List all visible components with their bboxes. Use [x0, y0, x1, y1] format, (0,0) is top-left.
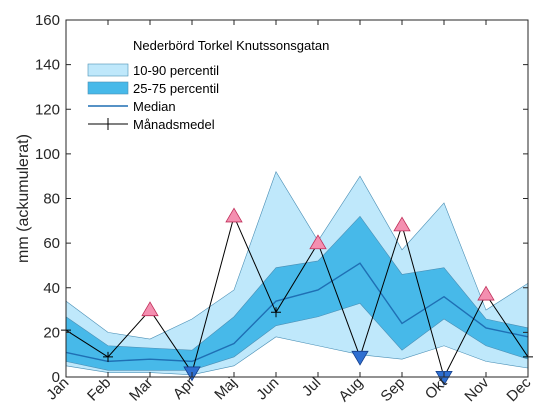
- x-tick-label-dec: Dec: [503, 374, 534, 405]
- x-tick-label-jun: Jun: [253, 374, 282, 403]
- x-tick-label-jan: Jan: [43, 374, 72, 403]
- x-tick-label-maj: Maj: [211, 374, 240, 403]
- point-m-nadsmedel-feb: [103, 351, 113, 362]
- marker-triangle-up-sep: [393, 216, 411, 232]
- marker-triangle-up-nov: [477, 285, 495, 301]
- point-m-nadsmedel-jun: [271, 307, 281, 318]
- y-axis: 0 20 40 60 80 100 120 140 160: [35, 12, 528, 386]
- legend-label-25-75-percentil: 25-75 percentil: [133, 81, 219, 96]
- legend-swatch-10-90-percentil: [87, 63, 129, 77]
- x-tick-label-feb: Feb: [84, 374, 114, 404]
- y-tick-label: 120: [35, 101, 60, 118]
- marker-triangle-down-aug: [351, 350, 369, 366]
- line-m-nadsmedel: [65, 214, 529, 379]
- marker-triangle-down-okt: [435, 370, 453, 386]
- legend-label-median: Median: [133, 99, 176, 114]
- y-tick-label: 100: [35, 146, 60, 163]
- x-tick-label-jul: Jul: [299, 374, 325, 400]
- x-tick-label-apr: Apr: [170, 374, 199, 403]
- x-tick-label-mar: Mar: [126, 374, 156, 404]
- marker-triangle-up-mar: [141, 301, 159, 317]
- y-tick-label: 160: [35, 12, 60, 29]
- extreme-markers: [141, 207, 495, 386]
- percentile-bands: [65, 171, 529, 376]
- y-axis-label: mm (ackumulerat): [15, 134, 32, 263]
- legend-label-m-nadsmedel: Månadsmedel: [133, 117, 215, 132]
- y-tick-label: 80: [43, 191, 60, 208]
- legend: 10-90 percentil 25-75 percentil Median Måna…: [87, 63, 219, 132]
- x-tick-label-nov: Nov: [461, 374, 492, 405]
- marker-triangle-up-jul: [309, 234, 327, 250]
- line-median: [65, 262, 529, 363]
- y-tick-label: 20: [43, 324, 60, 341]
- x-tick-label-sep: Sep: [377, 374, 408, 405]
- marker-triangle-up-maj: [225, 207, 243, 223]
- chart-title: Nederbörd Torkel Knutssonsgatan: [133, 38, 329, 53]
- legend-swatch-25-75-percentil: [87, 81, 129, 95]
- y-tick-label: 60: [43, 235, 60, 252]
- y-tick-label: 140: [35, 57, 60, 74]
- y-tick-label: 0: [52, 369, 60, 386]
- y-tick-label: 40: [43, 280, 60, 297]
- legend-label-10-90-percentil: 10-90 percentil: [133, 63, 219, 78]
- x-tick-label-aug: Aug: [335, 374, 366, 405]
